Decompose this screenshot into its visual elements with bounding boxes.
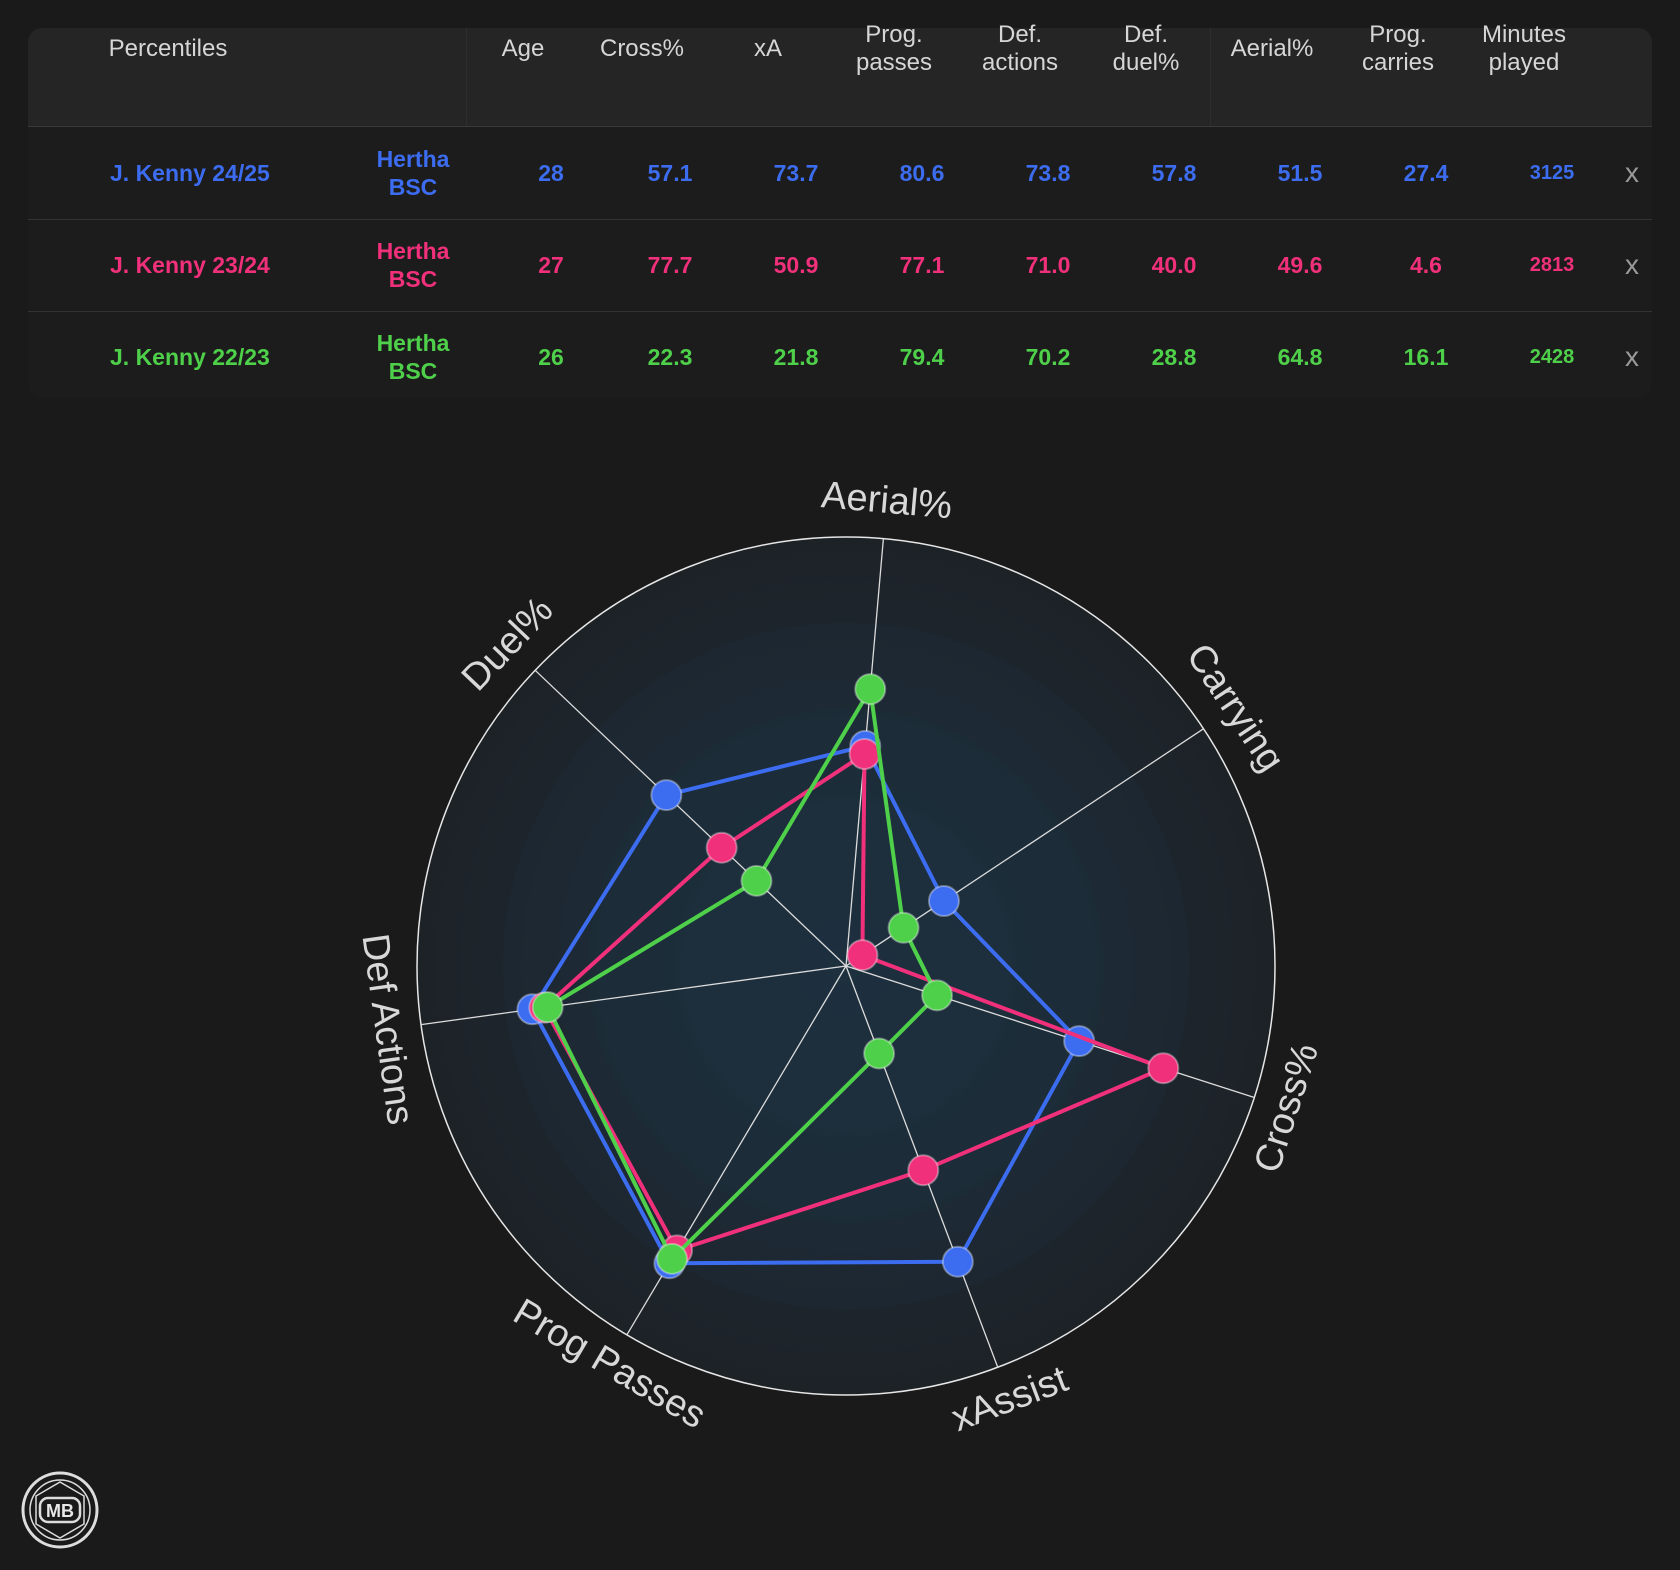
- axis-label: Aerial%: [820, 474, 954, 527]
- series-point: [854, 673, 887, 706]
- player-name: J. Kenny 24/25: [110, 160, 270, 186]
- header-minutes: Minutes played: [1481, 21, 1567, 76]
- header-xa: xA: [753, 35, 782, 62]
- series-point: [921, 979, 954, 1012]
- cross-value: 22.3: [647, 344, 693, 370]
- player-name: J. Kenny 22/23: [110, 344, 270, 370]
- series-point: [1147, 1052, 1180, 1085]
- header-def-actions: Def. actions: [981, 21, 1059, 76]
- series-point: [650, 779, 683, 812]
- series-point: [863, 1037, 896, 1070]
- series-point: [907, 1154, 940, 1187]
- def-actions-value: 70.2: [1025, 344, 1071, 370]
- series-point: [656, 1242, 689, 1275]
- series-point: [846, 939, 879, 972]
- header-percentiles: Percentiles: [108, 35, 228, 62]
- def-duel-value: 28.8: [1151, 344, 1197, 370]
- remove-row-button[interactable]: x: [1625, 249, 1639, 280]
- header-prog-carries: Prog. carries: [1361, 21, 1434, 76]
- series-point: [941, 1245, 974, 1278]
- prog-carries-value: 27.4: [1403, 160, 1449, 186]
- def-duel-value: 57.8: [1151, 160, 1197, 186]
- table-row: J. Kenny 22/23 Hertha BSC 26 22.3 21.8 79.4 70…: [28, 311, 1652, 403]
- radar-spoke: [845, 965, 1255, 1099]
- series-line: [542, 752, 1166, 1253]
- mb-logo: MB: [21, 1471, 99, 1549]
- header-def-duel: Def. duel%: [1112, 21, 1180, 76]
- header-prog-passes: Prog. passes: [855, 21, 933, 76]
- table-row: J. Kenny 23/24 Hertha BSC 27 77.7 50.9 77.1 71…: [28, 219, 1652, 312]
- cross-value: 77.7: [647, 252, 693, 278]
- remove-row-button[interactable]: x: [1625, 341, 1639, 372]
- aerial-value: 49.6: [1277, 252, 1323, 278]
- series-point: [531, 991, 564, 1024]
- age-value: 26: [538, 344, 564, 370]
- table-row: J. Kenny 24/25 Hertha BSC 28 57.1 73.7 80.6 73…: [28, 127, 1652, 220]
- series-point: [740, 864, 773, 897]
- remove-row-button[interactable]: x: [1625, 157, 1639, 188]
- age-value: 28: [538, 160, 564, 186]
- def-duel-value: 40.0: [1151, 252, 1197, 278]
- series-point: [927, 884, 960, 917]
- series-point: [887, 911, 920, 944]
- prog-carries-value: 4.6: [1410, 252, 1442, 278]
- axis-label: Def Actions: [353, 931, 421, 1127]
- xa-value: 50.9: [773, 252, 819, 278]
- cross-value: 57.1: [647, 160, 693, 186]
- minutes-value: 2428: [1529, 346, 1575, 368]
- logo-text: MB: [46, 1501, 74, 1521]
- header-aerial: Aerial%: [1230, 35, 1314, 62]
- minutes-value: 2813: [1529, 254, 1575, 276]
- radar-spoke: [534, 669, 847, 967]
- team-name: Hertha BSC: [376, 238, 450, 292]
- minutes-value: 3125: [1529, 162, 1575, 184]
- header-cross: Cross%: [599, 35, 684, 62]
- header-age: Age: [501, 35, 545, 62]
- team-name: Hertha BSC: [376, 146, 450, 200]
- prog-passes-value: 77.1: [899, 252, 945, 278]
- team-name: Hertha BSC: [376, 330, 450, 384]
- player-name: J. Kenny 23/24: [110, 252, 270, 278]
- series-point: [705, 831, 738, 864]
- aerial-value: 51.5: [1277, 160, 1323, 186]
- xa-value: 21.8: [773, 344, 819, 370]
- prog-passes-value: 80.6: [899, 160, 945, 186]
- table-header: [28, 28, 1652, 127]
- series-point: [848, 738, 881, 771]
- def-actions-value: 73.8: [1025, 160, 1071, 186]
- series-line: [530, 743, 1082, 1266]
- aerial-value: 64.8: [1277, 344, 1323, 370]
- xa-value: 73.7: [773, 160, 819, 186]
- radar-spoke: [420, 965, 847, 1026]
- prog-carries-value: 16.1: [1403, 344, 1449, 370]
- age-value: 27: [538, 252, 564, 278]
- prog-passes-value: 79.4: [899, 344, 945, 370]
- def-actions-value: 71.0: [1025, 252, 1071, 278]
